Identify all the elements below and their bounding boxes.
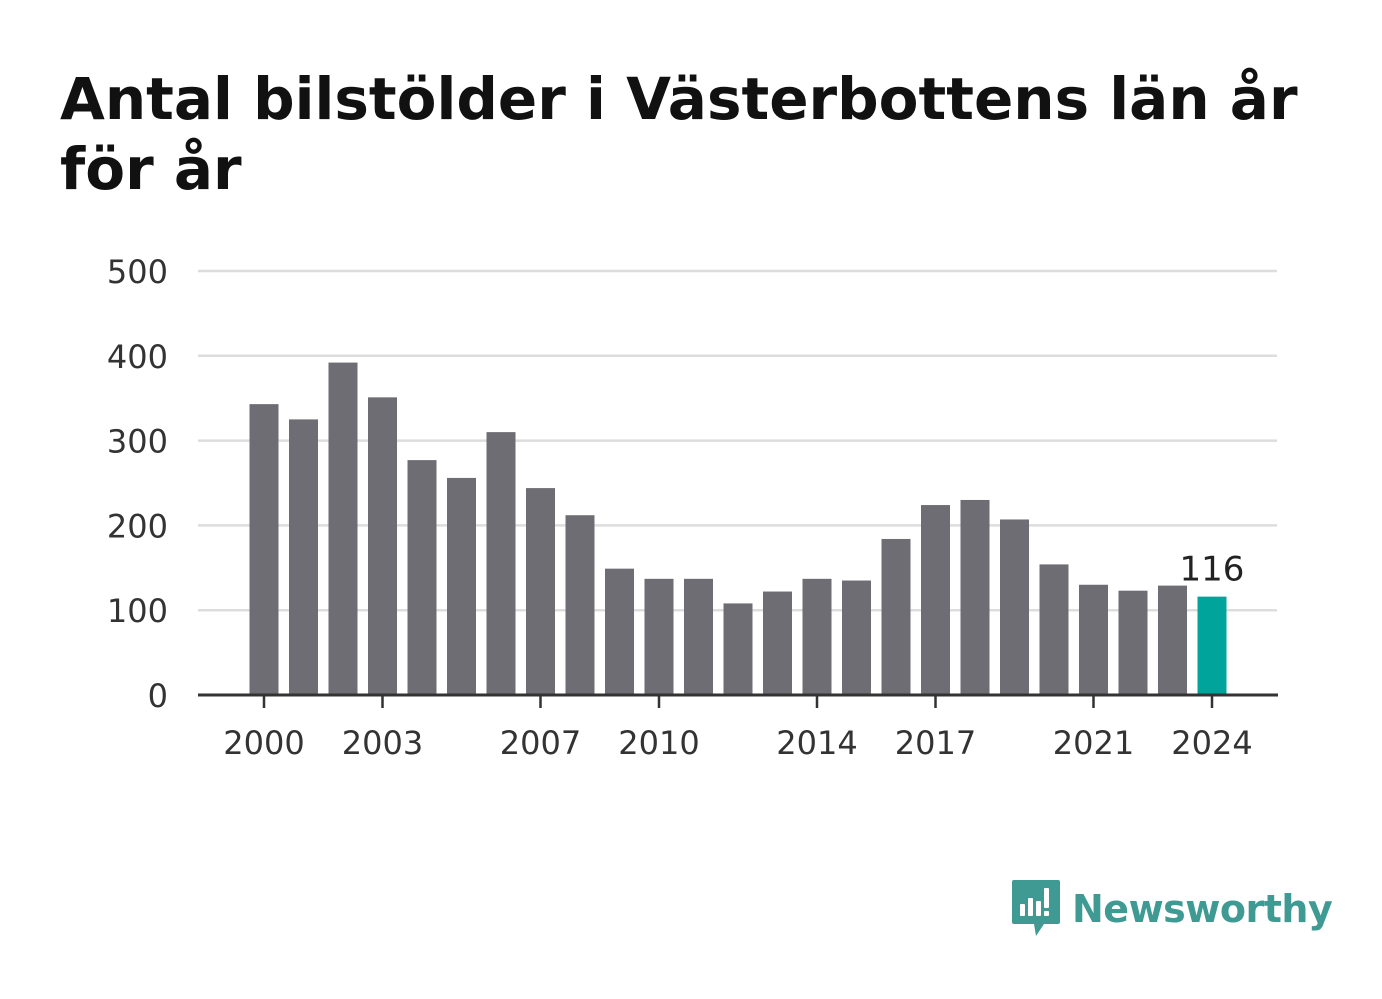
x-tick-label-2000: 2000: [223, 724, 304, 762]
bar-2008: [565, 515, 595, 695]
y-tick-label-200: 200: [107, 507, 168, 545]
bar-2001: [289, 419, 318, 695]
bar-2014: [802, 578, 832, 695]
bar-2002: [328, 362, 358, 695]
axes: [198, 693, 1278, 708]
x-tick-label-2017: 2017: [895, 724, 976, 762]
bar-2016: [881, 538, 911, 695]
newsworthy-logo-icon: [1012, 880, 1060, 936]
bar-2019: [1000, 519, 1029, 695]
x-tick-label-2010: 2010: [618, 724, 699, 762]
bar-2005: [447, 477, 476, 695]
bar-2012: [723, 603, 753, 695]
gridlines: [198, 269, 1277, 612]
x-tick-label-2014: 2014: [776, 724, 857, 762]
data-label-2024: 116: [1180, 550, 1245, 590]
x-tick-label-2021: 2021: [1053, 724, 1134, 762]
bar-2013: [763, 591, 792, 695]
bar-2020: [1039, 564, 1069, 695]
bar-2000: [249, 404, 279, 695]
y-tick-label-500: 500: [107, 253, 168, 291]
bar-2007: [526, 488, 555, 695]
y-tick-label-300: 300: [107, 423, 168, 461]
bar-2003: [368, 397, 397, 695]
bar-2006: [486, 432, 516, 695]
bar-2009: [605, 568, 634, 695]
bar-2024: [1197, 596, 1227, 695]
labels: 0 100 200 300 400 500 2000 2003 2007 2010 2014 2017…: [107, 253, 1253, 762]
bars: [249, 362, 1227, 695]
brand-name: Newsworthy: [1072, 887, 1333, 931]
bar-2021: [1079, 584, 1108, 695]
bar-2015: [842, 580, 871, 695]
x-tick-label-2024: 2024: [1171, 724, 1252, 762]
x-tick-label-2007: 2007: [500, 724, 581, 762]
bar-2022: [1118, 590, 1148, 695]
y-tick-label-0: 0: [148, 677, 168, 715]
bar-2011: [684, 578, 713, 695]
y-tick-label-100: 100: [107, 592, 168, 630]
chart-title: Antal bilstölder i Västerbottens län år …: [60, 65, 1298, 203]
bar-2017: [921, 505, 950, 695]
x-tick-label-2003: 2003: [342, 724, 423, 762]
bar-2010: [644, 578, 674, 695]
newsworthy-logo: Newsworthy: [1010, 878, 1333, 940]
bar-2018: [960, 499, 990, 695]
bar-2023: [1158, 585, 1187, 695]
y-tick-label-400: 400: [107, 338, 168, 376]
bar-2004: [407, 460, 437, 695]
